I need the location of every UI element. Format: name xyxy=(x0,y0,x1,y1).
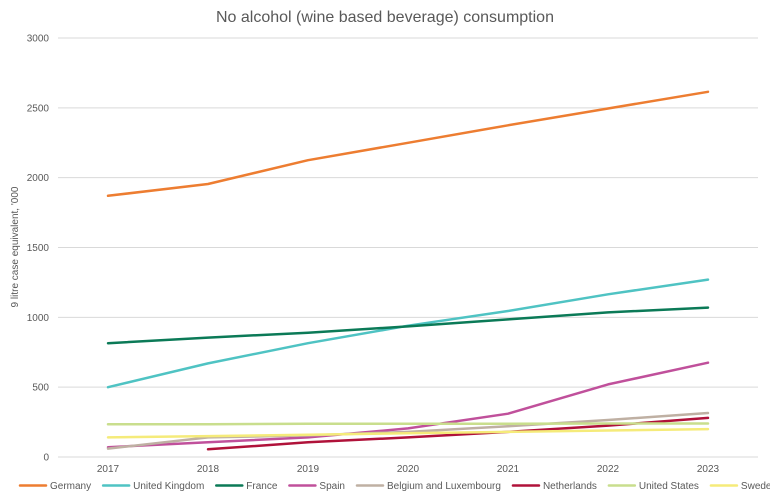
legend: Germany United Kingdom France Spain Belgium … xyxy=(18,481,770,492)
legend-label-spain: Spain xyxy=(319,481,345,492)
legend-label-united-states: United States xyxy=(639,481,699,492)
x-tick-label: 2021 xyxy=(497,464,520,475)
y-tick-label: 1000 xyxy=(27,313,50,324)
y-tick-label: 2000 xyxy=(27,173,50,184)
series-line-united-states xyxy=(106,422,710,426)
x-tick-label: 2023 xyxy=(697,464,720,475)
legend-label-germany: Germany xyxy=(50,481,91,492)
chart-title: No alcohol (wine based beverage) consump… xyxy=(216,9,554,26)
series-line-united-kingdom xyxy=(106,278,710,389)
legend-label-united-kingdom: United Kingdom xyxy=(133,481,204,492)
y-axis-label: 9 litre case equivalent, '000 xyxy=(10,186,21,307)
y-tick-label: 0 xyxy=(43,453,49,464)
x-tick-label: 2020 xyxy=(397,464,420,475)
series-line-sweden xyxy=(106,427,710,439)
series-lines xyxy=(106,90,710,451)
x-tick-label: 2022 xyxy=(597,464,620,475)
legend-label-netherlands: Netherlands xyxy=(543,481,597,492)
series-line-france xyxy=(106,306,710,345)
x-axis-ticks: 2017 2018 2019 2020 2021 2022 2023 xyxy=(97,464,720,475)
x-tick-label: 2017 xyxy=(97,464,120,475)
y-tick-label: 1500 xyxy=(27,243,50,254)
y-axis-ticks: 0 500 1000 1500 2000 2500 3000 xyxy=(27,34,50,464)
series-line-germany xyxy=(106,90,710,198)
series-line-belgium-and-luxembourg xyxy=(106,411,710,450)
legend-label-sweden: Sweden xyxy=(741,481,770,492)
gridlines xyxy=(58,37,758,458)
legend-label-belgium-and-luxembourg: Belgium and Luxembourg xyxy=(387,481,501,492)
x-tick-label: 2019 xyxy=(297,464,320,475)
legend-label-france: France xyxy=(246,481,278,492)
y-tick-label: 3000 xyxy=(27,34,50,45)
y-tick-label: 500 xyxy=(32,383,49,394)
y-tick-label: 2500 xyxy=(27,103,50,114)
x-tick-label: 2018 xyxy=(197,464,220,475)
series-line-spain xyxy=(106,361,710,449)
